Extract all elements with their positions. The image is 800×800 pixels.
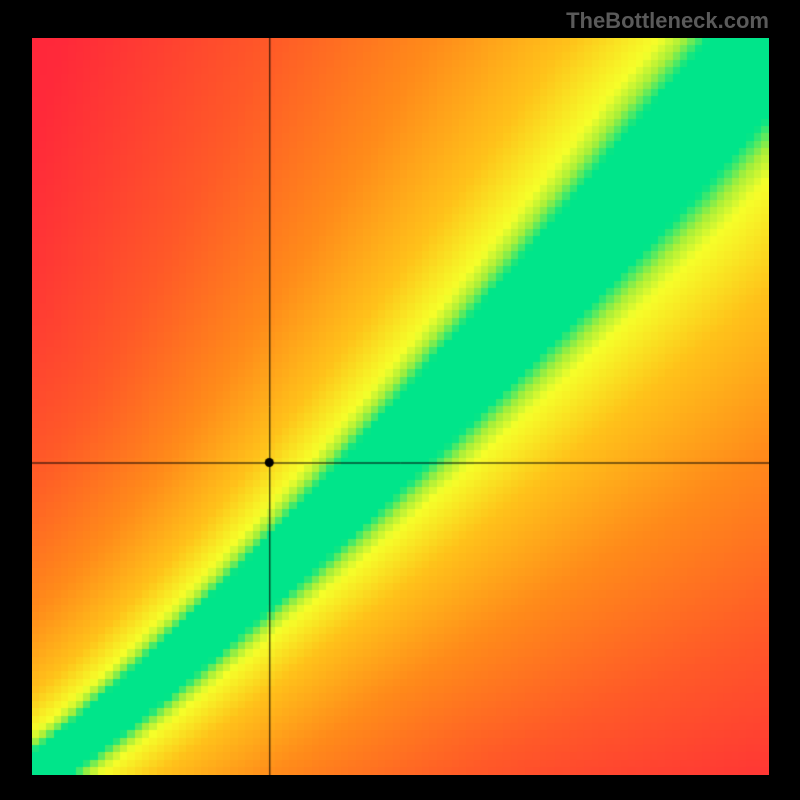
chart-container: TheBottleneck.com bbox=[0, 0, 800, 800]
bottleneck-heatmap bbox=[32, 38, 769, 775]
watermark-text: TheBottleneck.com bbox=[566, 8, 769, 34]
